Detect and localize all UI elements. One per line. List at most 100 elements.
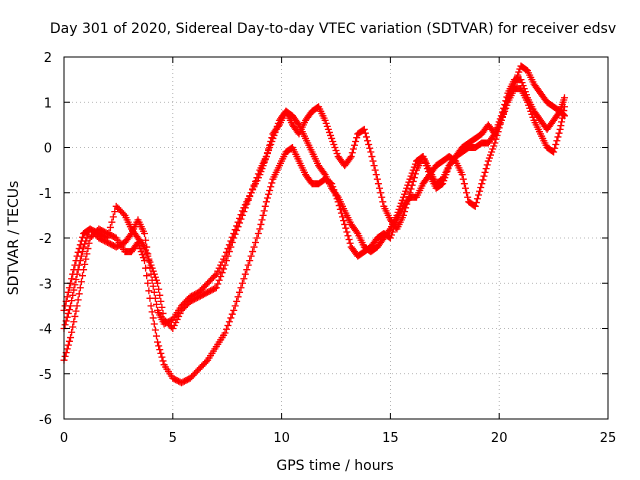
data-point — [553, 137, 561, 145]
data-point — [265, 145, 273, 153]
data-point — [476, 187, 484, 195]
data-point — [147, 261, 155, 269]
data-point — [521, 88, 529, 96]
x-tick-label: 10 — [273, 431, 290, 446]
data-point — [61, 302, 69, 310]
data-point — [214, 280, 222, 288]
data-point — [224, 321, 232, 329]
data-point — [406, 189, 414, 197]
data-point — [148, 308, 156, 316]
y-axis-label: SDTVAR / TECUs — [6, 181, 22, 296]
data-point — [463, 189, 471, 197]
data-point — [149, 267, 157, 275]
data-point — [148, 264, 156, 272]
y-tick-label: 0 — [44, 142, 52, 157]
data-point — [78, 272, 86, 280]
data-point — [74, 296, 82, 304]
data-point — [459, 175, 467, 183]
data-point — [328, 134, 336, 142]
data-point — [70, 286, 78, 294]
data-point — [108, 218, 116, 226]
x-tick-label: 15 — [382, 431, 399, 446]
data-point — [233, 226, 241, 234]
data-point — [237, 215, 245, 223]
data-point — [419, 153, 427, 161]
data-point — [152, 300, 160, 308]
data-point — [146, 258, 154, 266]
y-tick-label: 1 — [44, 96, 52, 111]
data-point — [145, 287, 153, 295]
data-point — [253, 174, 261, 182]
data-point — [515, 68, 523, 76]
data-point — [558, 118, 566, 126]
data-point — [70, 266, 78, 274]
data-point — [237, 284, 245, 292]
data-point — [81, 240, 89, 248]
data-point — [137, 248, 145, 256]
data-point — [274, 122, 282, 130]
data-point — [464, 193, 472, 201]
data-point — [71, 281, 79, 289]
data-point — [262, 198, 270, 206]
data-point — [408, 181, 416, 189]
x-tick-label: 0 — [60, 431, 68, 446]
data-point — [247, 252, 255, 260]
data-point — [339, 213, 347, 221]
data-point — [236, 288, 244, 296]
data-point — [379, 198, 387, 206]
data-point — [157, 297, 165, 305]
data-point — [155, 285, 163, 293]
data-point — [63, 313, 71, 321]
data-point — [231, 230, 239, 238]
data-point — [399, 193, 407, 201]
data-point — [333, 150, 341, 158]
data-point — [370, 162, 378, 170]
data-point — [458, 171, 466, 179]
data-point — [373, 175, 381, 183]
data-point — [491, 130, 499, 138]
data-point — [212, 270, 220, 278]
data-point — [399, 211, 407, 219]
data-point — [152, 332, 160, 340]
data-point — [251, 239, 259, 247]
data-point — [267, 183, 275, 191]
data-point — [320, 169, 328, 177]
x-tick-label: 20 — [491, 431, 508, 446]
data-point — [486, 151, 494, 159]
data-point — [263, 149, 271, 157]
data-point — [485, 154, 493, 162]
data-point — [175, 312, 183, 320]
data-point — [441, 174, 449, 182]
data-point — [63, 345, 71, 353]
data-point — [109, 213, 117, 221]
data-point — [330, 140, 338, 148]
data-point — [230, 306, 238, 314]
data-point — [500, 104, 508, 112]
data-point — [495, 118, 503, 126]
data-point — [522, 91, 530, 99]
data-point — [157, 349, 165, 357]
data-point — [145, 255, 153, 263]
data-point — [371, 166, 379, 174]
data-point — [498, 108, 506, 116]
data-point — [421, 159, 429, 167]
data-point — [552, 140, 560, 148]
data-point — [72, 307, 80, 315]
data-point — [64, 288, 72, 296]
data-point — [250, 181, 258, 189]
data-point — [519, 82, 527, 90]
data-point — [139, 254, 147, 262]
data-point — [238, 279, 246, 287]
data-point — [497, 112, 505, 120]
data-point — [254, 170, 262, 178]
data-point — [172, 318, 180, 326]
data-point — [158, 353, 166, 361]
data-point — [343, 228, 351, 236]
data-point — [321, 116, 329, 124]
data-point — [68, 297, 76, 305]
data-point — [73, 252, 81, 260]
data-point — [263, 194, 271, 202]
series-track-3 — [60, 76, 568, 332]
y-tick-label: -4 — [39, 323, 52, 338]
data-point — [407, 185, 415, 193]
